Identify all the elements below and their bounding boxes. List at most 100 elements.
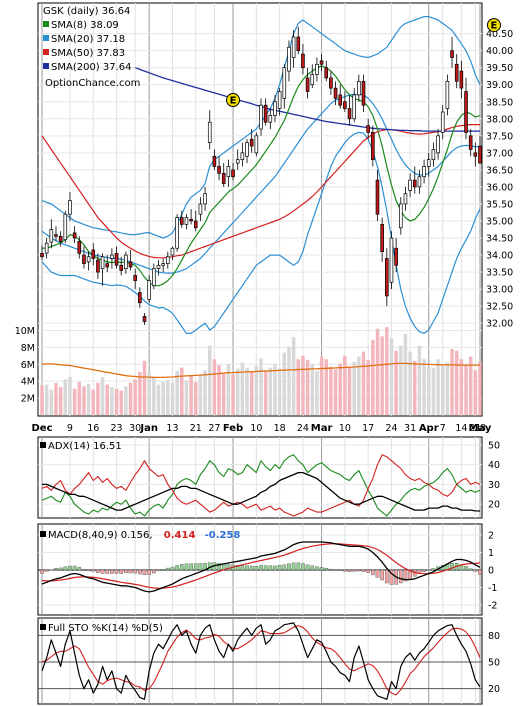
macd-histogram-bar bbox=[82, 569, 86, 571]
candle-body bbox=[268, 115, 273, 123]
candle-body bbox=[138, 292, 142, 304]
macd-histogram-bar bbox=[189, 563, 193, 571]
macd-histogram-bar bbox=[165, 567, 170, 571]
candle-body bbox=[352, 94, 356, 120]
candle-body bbox=[310, 74, 315, 86]
macd-histogram-bar bbox=[175, 565, 179, 571]
macd-histogram-bar bbox=[403, 569, 408, 582]
x-tick-label: Apr bbox=[419, 423, 439, 434]
price-tick-label: 39.00 bbox=[486, 80, 513, 91]
price-tick-label: 37.00 bbox=[486, 148, 513, 159]
candle-body bbox=[324, 67, 329, 79]
volume-bar bbox=[333, 369, 338, 415]
macd-histogram-bar bbox=[77, 567, 82, 571]
macd-histogram-bar bbox=[357, 569, 361, 572]
candle-body bbox=[133, 275, 137, 281]
candle-body bbox=[100, 256, 105, 270]
adx-tick-label: 40 bbox=[488, 460, 500, 471]
candle-body bbox=[389, 237, 394, 283]
macd-histogram-bar bbox=[44, 569, 49, 572]
volume-bar bbox=[58, 387, 63, 415]
candle-body bbox=[156, 264, 161, 270]
x-tick-label: 7 bbox=[440, 423, 446, 434]
price-tick-label: 33.50 bbox=[486, 268, 513, 279]
volume-bar bbox=[166, 380, 170, 415]
volume-bar bbox=[459, 359, 464, 415]
macd-histogram-bar bbox=[226, 564, 231, 571]
volume-bar bbox=[82, 386, 86, 415]
price-tick-label: 35.50 bbox=[486, 199, 513, 210]
candle-body bbox=[114, 253, 119, 266]
volume-bar bbox=[385, 327, 389, 415]
candle-body bbox=[58, 235, 63, 242]
x-tick-label: May bbox=[469, 423, 492, 434]
volume-bar bbox=[198, 375, 203, 415]
macd-histogram-bar bbox=[254, 565, 259, 571]
macd-tick-label: -2 bbox=[488, 601, 497, 612]
candle-body bbox=[105, 263, 110, 268]
candle-body bbox=[91, 249, 96, 259]
candle-body bbox=[170, 247, 175, 256]
volume-bar bbox=[180, 367, 184, 415]
volume-bar bbox=[175, 371, 179, 415]
volume-bar bbox=[86, 383, 91, 415]
price-tick-label: 32.50 bbox=[486, 302, 513, 313]
candle-body bbox=[273, 101, 277, 116]
macd-histogram-bar bbox=[338, 569, 343, 571]
macd-histogram-bar bbox=[133, 569, 138, 574]
x-tick-label: 17 bbox=[362, 423, 374, 434]
macd-histogram-bar bbox=[156, 569, 161, 572]
macd-histogram-bar bbox=[147, 569, 152, 575]
x-tick-label: 14 bbox=[455, 423, 467, 434]
candle-body bbox=[277, 91, 282, 109]
x-tick-label: 9 bbox=[67, 423, 73, 434]
candle-body bbox=[315, 63, 319, 75]
sto-label: Full STO %K(14) %D(5) bbox=[48, 623, 163, 634]
macd-histogram-bar bbox=[310, 565, 315, 571]
volume-bar bbox=[63, 379, 68, 415]
macd-histogram-bar bbox=[114, 569, 119, 574]
candle-body bbox=[86, 256, 91, 263]
macd-histogram-bar bbox=[291, 562, 296, 571]
volume-bar bbox=[371, 339, 375, 415]
earnings-marker bbox=[226, 93, 241, 108]
candle-body bbox=[82, 254, 86, 264]
macd-swatch bbox=[40, 531, 46, 537]
volume-bar bbox=[361, 351, 366, 415]
macd-histogram-bar bbox=[315, 566, 319, 571]
volume-bar bbox=[142, 360, 147, 415]
adx-tick-label: 50 bbox=[488, 440, 500, 451]
candle-body bbox=[189, 218, 193, 222]
volume-bar bbox=[72, 388, 77, 415]
volume-tick-label: 2M bbox=[21, 394, 35, 405]
macd-histogram-bar bbox=[91, 569, 96, 572]
candle-body bbox=[380, 224, 384, 252]
price-tick-label: 33.00 bbox=[486, 285, 513, 296]
x-tick-label: 27 bbox=[208, 423, 220, 434]
x-tick-label: Jan bbox=[139, 423, 158, 434]
macd-signal-line bbox=[41, 543, 481, 590]
candle-body bbox=[49, 229, 54, 243]
volume-bar bbox=[291, 337, 296, 415]
volume-bar bbox=[375, 328, 380, 415]
candle-body bbox=[282, 67, 287, 99]
x-tick-label: 10 bbox=[339, 423, 351, 434]
macd-histogram-bar bbox=[347, 569, 352, 572]
candle-body bbox=[96, 259, 100, 273]
volume-bar bbox=[389, 338, 394, 415]
sto-tick-label: 20 bbox=[488, 684, 500, 695]
volume-bar bbox=[54, 382, 58, 415]
candle-body bbox=[44, 242, 49, 254]
macd-histogram-bar bbox=[431, 568, 436, 571]
volume-bar bbox=[324, 359, 328, 415]
candle-body bbox=[454, 63, 459, 82]
candle-body bbox=[77, 241, 82, 254]
adx-plus-di-line bbox=[41, 454, 481, 517]
candle-body bbox=[347, 108, 352, 120]
macd-histogram-bar bbox=[124, 569, 128, 573]
volume-bar bbox=[301, 355, 305, 415]
candle-body bbox=[459, 70, 464, 89]
earnings-marker-label: E bbox=[491, 21, 498, 32]
volume-bar bbox=[403, 333, 408, 415]
